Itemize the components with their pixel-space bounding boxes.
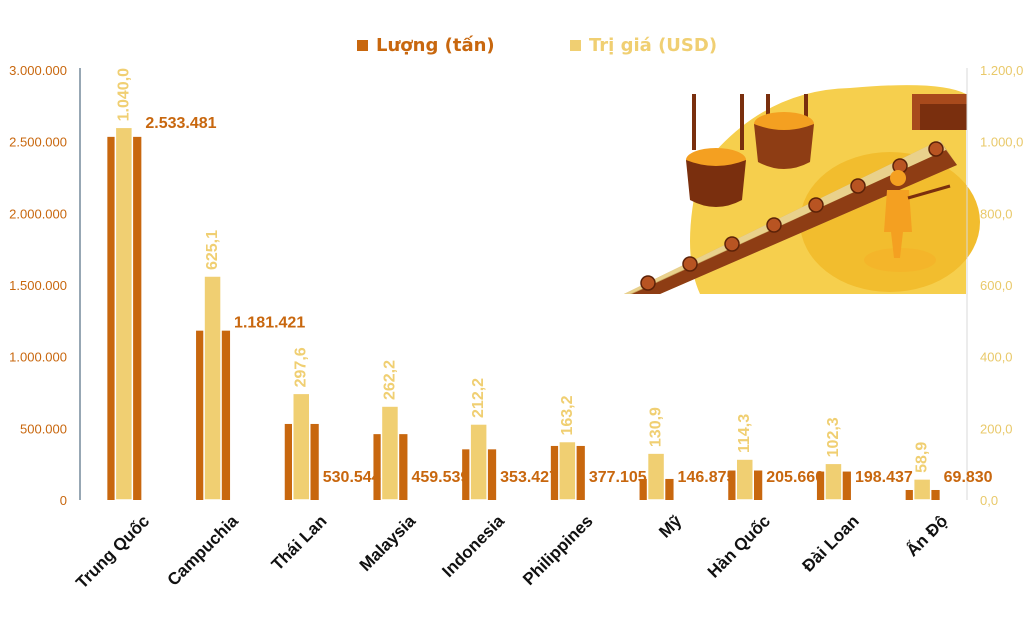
x-tick-label: Thái Lan (268, 511, 331, 574)
data-label-value: 58,9 (914, 442, 931, 473)
y-left-tick-label: 500.000 (20, 421, 67, 436)
data-label-value: 297,6 (293, 347, 310, 387)
y-right-tick-label: 200,0 (980, 421, 1013, 436)
bar-value (735, 458, 754, 501)
bar-value (469, 423, 488, 501)
data-label-value: 1.040,0 (115, 68, 132, 121)
x-tick-label: Đài Loan (799, 511, 863, 575)
x-tick-label: Hàn Quốc (704, 511, 774, 581)
legend: Lượng (tấn) (357, 33, 495, 57)
data-label-value: 212,2 (470, 378, 487, 418)
y-right-tick-label: 0,0 (980, 493, 998, 508)
bar-value (114, 126, 134, 501)
steel-plant-icon (622, 85, 980, 294)
legend: Trị giá (USD) (570, 33, 717, 57)
legend-label-quantity: Lượng (tấn) (376, 34, 495, 56)
data-label-value: 130,9 (648, 407, 665, 447)
x-tick-label: Campuchia (164, 511, 243, 590)
bar-value (380, 405, 400, 501)
bar-value (646, 452, 666, 501)
x-tick-label: Malaysia (356, 511, 420, 575)
legend-swatch-quantity (357, 39, 368, 51)
data-label-quantity: 198.437 (855, 469, 913, 486)
data-label-quantity: 205.660 (766, 469, 824, 486)
legend-label-value: Trị giá (USD) (589, 34, 718, 56)
bar-value (912, 478, 932, 501)
legend-swatch-value (570, 39, 581, 51)
x-tick-label: Ấn Độ (903, 511, 952, 560)
y-right-tick-label: 400,0 (980, 350, 1013, 365)
bar-value (558, 440, 577, 501)
data-label-quantity: 1.181.421 (234, 315, 305, 332)
y-left-tick-label: 0 (60, 493, 67, 508)
bar-value (203, 275, 222, 501)
bar-value (824, 462, 843, 501)
data-label-quantity: 146.875 (678, 469, 736, 486)
y-left-tick-label: 2.500.000 (9, 135, 67, 150)
data-label-quantity: 2.533.481 (145, 115, 216, 132)
data-label-quantity: 69.830 (944, 469, 993, 486)
data-label-value: 114,3 (736, 414, 753, 453)
y-left-tick-label: 1.500.000 (9, 278, 67, 293)
x-tick-label: Trung Quốc (72, 511, 153, 592)
y-left-tick-label: 1.000.000 (9, 350, 67, 365)
y-right-tick-label: 1.200,0 (980, 63, 1023, 78)
data-label-quantity: 353.427 (500, 469, 558, 486)
data-label-value: 625,1 (204, 230, 221, 270)
data-label-quantity: 530.544 (323, 469, 381, 486)
y-left-tick-label: 3.000.000 (9, 63, 67, 78)
x-tick-label: Philippines (519, 511, 597, 589)
x-tick-label: Indonesia (438, 511, 508, 581)
bar-value (292, 392, 311, 501)
data-label-value: 262,2 (381, 360, 398, 400)
x-tick-label: Mỹ (655, 511, 686, 542)
data-label-value: 163,2 (559, 395, 576, 435)
data-label-quantity: 459.539 (411, 469, 469, 486)
y-left-tick-label: 2.000.000 (9, 206, 67, 221)
y-right-tick-label: 800,0 (980, 206, 1013, 221)
data-label-value: 102,3 (825, 417, 842, 457)
data-label-quantity: 377.105 (589, 469, 647, 486)
y-right-tick-label: 600,0 (980, 278, 1013, 293)
y-right-tick-label: 1.000,0 (980, 135, 1023, 150)
